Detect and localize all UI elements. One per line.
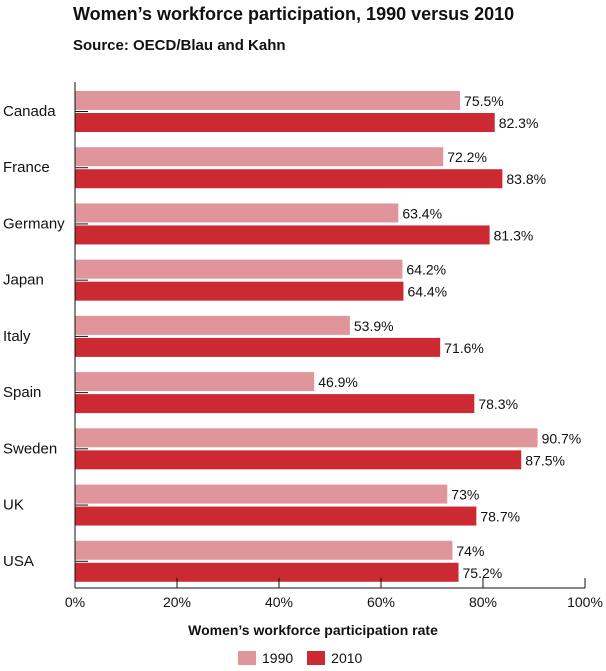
category-label-uk: UK	[3, 497, 24, 514]
bar-uk-1990	[75, 484, 448, 504]
bar-spain-2010	[75, 394, 475, 414]
data-label-japan-2010: 64.4%	[407, 284, 447, 300]
x-tick-label-40-: 40%	[265, 594, 293, 610]
data-label-canada-1990: 75.5%	[464, 93, 504, 109]
bar-uk-2010	[75, 506, 477, 526]
category-label-canada: Canada	[3, 103, 56, 120]
data-label-france-1990: 72.2%	[447, 149, 487, 165]
legend-item-1990: 1990	[238, 650, 293, 666]
data-label-germany-1990: 63.4%	[402, 205, 442, 221]
category-label-italy: Italy	[3, 328, 31, 345]
data-label-canada-2010: 82.3%	[499, 115, 539, 131]
bar-sweden-1990	[75, 428, 538, 448]
data-label-usa-2010: 75.2%	[463, 565, 503, 581]
legend: 1990 2010	[238, 650, 376, 666]
bar-canada-1990	[75, 91, 461, 110]
bar-germany-1990	[75, 203, 399, 223]
bar-germany-2010	[75, 225, 490, 245]
bar-japan-2010	[75, 281, 404, 301]
data-label-germany-2010: 81.3%	[494, 227, 534, 243]
x-tick-label-80-: 80%	[469, 594, 497, 610]
bar-france-1990	[75, 147, 444, 167]
bar-sweden-2010	[75, 450, 522, 470]
x-tick-label-60-: 60%	[367, 594, 395, 610]
category-label-usa: USA	[3, 553, 34, 570]
bar-canada-2010	[75, 113, 495, 132]
bar-france-2010	[75, 169, 503, 189]
bar-italy-1990	[75, 315, 350, 335]
legend-swatch-2010	[307, 651, 326, 665]
category-label-japan: Japan	[3, 272, 44, 289]
data-label-spain-1990: 46.9%	[318, 374, 358, 390]
chart-subtitle: Source: OECD/Blau and Kahn	[73, 37, 286, 54]
data-label-italy-2010: 71.6%	[444, 340, 484, 356]
data-label-japan-1990: 64.2%	[406, 262, 446, 278]
bar-spain-1990	[75, 372, 315, 392]
data-label-sweden-2010: 87.5%	[525, 452, 565, 468]
data-label-uk-2010: 78.7%	[480, 509, 520, 525]
bar-japan-1990	[75, 259, 403, 279]
data-label-spain-2010: 78.3%	[478, 396, 518, 412]
bar-usa-1990	[75, 540, 453, 560]
category-label-germany: Germany	[3, 215, 65, 232]
x-axis-title-text: Women’s workforce participation rate	[188, 622, 438, 638]
legend-label-2010: 2010	[331, 650, 363, 666]
x-axis-title: Women’s workforce participation rate	[0, 622, 606, 638]
category-label-sweden: Sweden	[3, 440, 57, 457]
data-label-sweden-1990: 90.7%	[542, 430, 582, 446]
category-label-spain: Spain	[3, 384, 41, 401]
x-tick-label-20-: 20%	[163, 594, 191, 610]
x-tick-label-100-: 100%	[567, 594, 603, 610]
bar-usa-2010	[75, 562, 459, 582]
x-tick-label-0-: 0%	[65, 594, 85, 610]
category-label-france: France	[3, 159, 50, 176]
bar-italy-2010	[75, 337, 441, 357]
data-label-uk-1990: 73%	[451, 487, 479, 503]
legend-item-2010: 2010	[307, 650, 362, 666]
data-label-france-2010: 83.8%	[506, 171, 546, 187]
legend-swatch-1990	[238, 651, 256, 665]
legend-label-1990: 1990	[262, 650, 294, 666]
chart-title: Women’s workforce participation, 1990 ve…	[73, 4, 515, 24]
data-label-usa-1990: 74%	[456, 543, 484, 559]
data-label-italy-1990: 53.9%	[354, 318, 394, 334]
